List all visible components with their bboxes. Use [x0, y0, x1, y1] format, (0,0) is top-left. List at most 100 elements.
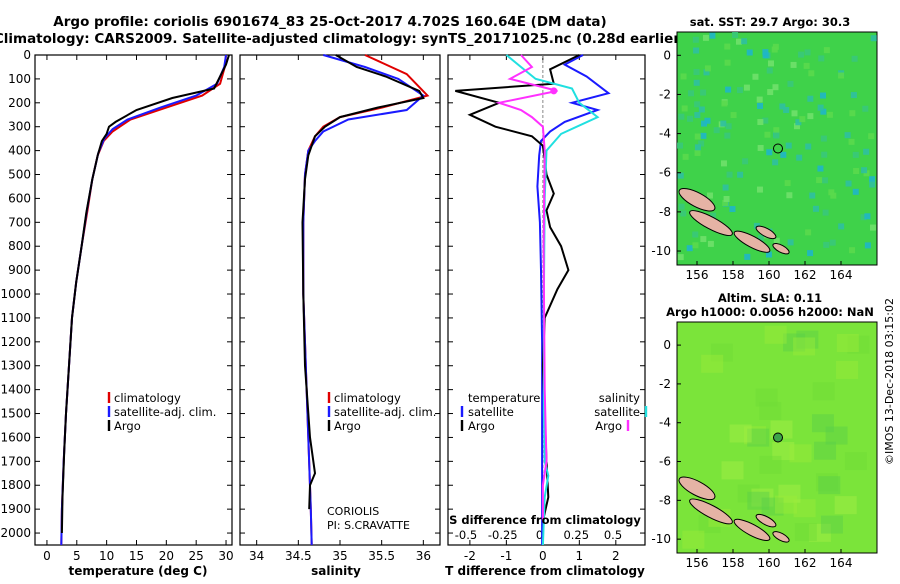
- y-tick-label: 0: [23, 48, 31, 62]
- map-texture: [851, 55, 858, 62]
- legend-satellite-label: satellite-adj. clim.: [114, 405, 216, 419]
- map-texture: [698, 140, 705, 147]
- map-texture: [863, 170, 870, 177]
- map-texture: [694, 133, 701, 140]
- map-texture: [817, 104, 824, 111]
- map-y-tick-label: 0: [663, 48, 671, 62]
- map-texture: [735, 38, 742, 45]
- map-coast: [733, 230, 771, 253]
- title-line1: Argo profile: coriolis 6901674_83 25-Oct…: [53, 14, 606, 30]
- y-tick-label: 500: [8, 168, 31, 182]
- map-coast: [733, 518, 771, 541]
- map-texture: [762, 49, 769, 56]
- map-x-tick-label: 164: [830, 268, 853, 282]
- map-texture: [725, 123, 732, 130]
- map-texture: [687, 115, 694, 122]
- x-tick-label: 2: [612, 549, 620, 563]
- annotation-institution: CORIOLIS: [327, 505, 379, 518]
- map-y-tick-label: -4: [659, 416, 671, 430]
- map-texture: [825, 426, 848, 445]
- map-texture: [821, 177, 828, 184]
- map-texture: [692, 242, 699, 249]
- map-texture: [869, 176, 876, 183]
- y-tick-label: 1500: [0, 407, 31, 421]
- map-texture: [694, 101, 701, 108]
- x-tick-label: -2: [464, 549, 476, 563]
- map-texture: [701, 120, 708, 127]
- salinity-annotation: CORIOLIS PI: S.CRAVATTE: [327, 505, 410, 532]
- map-texture: [743, 84, 750, 91]
- map-y-tick-label: -4: [659, 127, 671, 141]
- map-texture: [772, 159, 779, 166]
- map-texture: [743, 426, 766, 445]
- map-texture: [737, 171, 744, 178]
- map-texture: [807, 113, 814, 120]
- map-texture: [828, 189, 835, 196]
- map-texture: [787, 239, 794, 246]
- x-tick-label: 30: [218, 549, 233, 563]
- map-texture: [741, 38, 748, 45]
- map-texture: [844, 452, 867, 471]
- map-texture: [820, 108, 827, 115]
- map-texture: [693, 47, 700, 54]
- map-texture: [704, 65, 711, 72]
- map-y-tick-label: -2: [659, 377, 671, 391]
- salinity-legend: climatology satellite-adj. clim. Argo: [334, 391, 436, 433]
- map-texture: [724, 132, 731, 139]
- map-texture: [721, 100, 728, 107]
- temperature-xlabel: temperature (deg C): [69, 564, 208, 578]
- map-texture: [864, 213, 871, 220]
- map-x-tick-label: 158: [722, 556, 745, 570]
- map-y-tick-label: -10: [651, 532, 671, 546]
- map-texture: [830, 192, 837, 199]
- y-tick-label: 1600: [0, 430, 31, 444]
- map-texture: [808, 523, 831, 542]
- map-texture: [850, 92, 857, 99]
- map-texture: [848, 138, 855, 145]
- map-texture: [796, 330, 819, 349]
- map-texture: [768, 60, 775, 67]
- map-texture: [729, 206, 736, 213]
- y-tick-label: 1000: [0, 287, 31, 301]
- map-texture: [722, 184, 729, 191]
- map-texture: [805, 229, 812, 236]
- map-texture: [761, 497, 784, 516]
- map-coast: [689, 210, 733, 237]
- map-texture: [847, 335, 870, 354]
- map-texture: [767, 89, 774, 96]
- map-texture: [773, 127, 780, 134]
- map-texture: [682, 153, 689, 160]
- map-texture: [862, 105, 869, 112]
- x-tick-label: 20: [159, 549, 174, 563]
- map-texture: [820, 515, 843, 534]
- x-tick-label: -1: [500, 549, 512, 563]
- legend-climatology-label: climatology: [114, 391, 181, 405]
- map-texture: [721, 461, 744, 480]
- salinity-xlabel: salinity: [311, 564, 361, 578]
- y-tick-label: 600: [8, 191, 31, 205]
- map-texture: [785, 142, 792, 149]
- map-texture: [815, 473, 838, 492]
- map-texture: [775, 495, 798, 514]
- map-texture: [725, 86, 732, 93]
- map-texture: [702, 34, 709, 41]
- y-tick-label: 800: [8, 239, 31, 253]
- y-tick-label: 1800: [0, 478, 31, 492]
- map-texture: [812, 205, 819, 212]
- map-texture: [692, 36, 699, 43]
- map-texture: [805, 143, 812, 150]
- y-tick-label: 1200: [0, 335, 31, 349]
- map-texture: [700, 132, 707, 139]
- map-texture: [737, 484, 760, 503]
- map-y-tick-label: -8: [659, 205, 671, 219]
- map-texture: [704, 117, 711, 124]
- map-texture: [677, 254, 684, 261]
- map-texture: [694, 112, 701, 119]
- y-tick-label: 1100: [0, 311, 31, 325]
- y-tick-label: 200: [8, 96, 31, 110]
- y-tick-label: 400: [8, 144, 31, 158]
- map-texture: [818, 476, 841, 495]
- map-texture: [836, 334, 859, 353]
- legend-temperature-title: temperature: [468, 391, 540, 405]
- map-texture: [787, 80, 794, 87]
